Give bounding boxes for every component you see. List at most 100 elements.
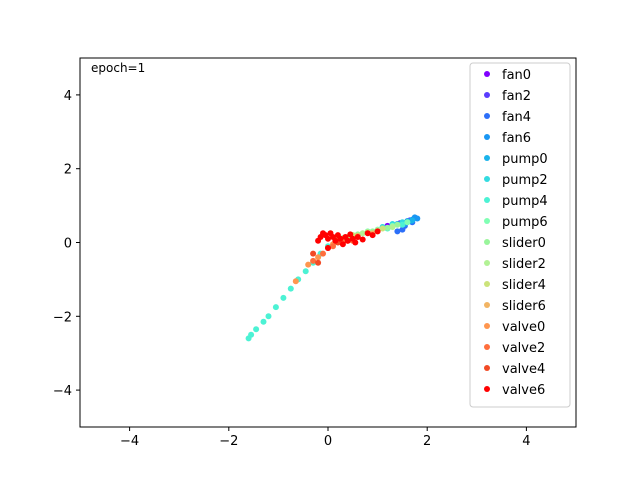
- legend-item-valve0: valve0: [484, 320, 545, 335]
- point-fan4-3: [399, 226, 406, 233]
- point-valve4-0: [310, 250, 317, 257]
- legend-marker: [484, 113, 490, 119]
- legend-item-valve4: valve4: [484, 362, 545, 377]
- y-tick-label: 4: [64, 89, 72, 104]
- legend-marker: [484, 197, 490, 203]
- point-valve6-5: [325, 245, 331, 251]
- point-slider2-3: [389, 224, 396, 230]
- legend-label: pump2: [502, 173, 548, 188]
- y-tick-label: 2: [64, 163, 72, 178]
- point-valve0-1: [305, 261, 312, 268]
- legend-item-slider2: slider2: [484, 257, 546, 272]
- point-fan6-3: [414, 215, 421, 222]
- legend-item-valve2: valve2: [484, 341, 545, 356]
- legend-marker: [484, 176, 490, 182]
- legend-item-slider4: slider4: [484, 278, 546, 293]
- legend-item-fan0: fan0: [484, 68, 531, 83]
- legend-marker: [484, 260, 490, 266]
- legend-label: valve6: [502, 383, 545, 398]
- legend-label: slider6: [502, 299, 546, 314]
- point-slider2-1: [359, 230, 366, 237]
- series-valve6: [315, 228, 381, 251]
- legend-label: slider4: [502, 278, 546, 293]
- legend-marker: [484, 71, 490, 77]
- legend-label: pump0: [502, 152, 548, 167]
- point-pump4-4: [265, 313, 272, 320]
- point-pump4-7: [287, 285, 294, 292]
- legend-marker: [484, 386, 490, 392]
- point-valve0-2: [315, 254, 322, 261]
- point-valve4-1: [315, 259, 322, 266]
- legend-marker: [484, 134, 490, 140]
- legend-label: fan6: [502, 131, 531, 146]
- legend-box: [469, 62, 571, 408]
- point-slider4-3: [379, 225, 386, 232]
- legend-marker: [484, 365, 490, 371]
- legend: fan0 fan2 fan4 fan6 pump0 pump2 pump4 pump6 slid…: [469, 62, 571, 408]
- point-valve0-0: [292, 278, 299, 285]
- legend-marker: [484, 239, 490, 245]
- point-pump4-5: [272, 304, 279, 311]
- x-tick-label: 2: [423, 434, 431, 449]
- legend-item-slider0: slider0: [484, 236, 546, 251]
- legend-marker: [484, 218, 490, 224]
- legend-label: slider2: [502, 257, 546, 272]
- legend-item-pump6: pump6: [484, 215, 548, 230]
- point-pump0-2: [409, 217, 416, 224]
- point-valve6-18: [359, 236, 366, 243]
- legend-label: valve0: [502, 320, 545, 335]
- x-tick-label: −4: [120, 434, 139, 449]
- point-pump4-9: [302, 268, 309, 275]
- legend-item-fan2: fan2: [484, 89, 531, 104]
- legend-marker: [484, 302, 490, 308]
- point-slider0-3: [384, 224, 391, 231]
- point-valve6-16: [352, 239, 359, 246]
- legend-marker: [484, 281, 490, 287]
- legend-label: fan0: [502, 68, 531, 83]
- point-pump4-6: [280, 294, 287, 301]
- x-tick-label: 0: [324, 434, 332, 449]
- point-valve6-4: [325, 235, 331, 242]
- point-valve6-19: [364, 230, 371, 237]
- point-valve6-11: [339, 241, 346, 248]
- legend-item-valve6: valve6: [484, 383, 545, 398]
- point-pump4-1: [248, 331, 255, 338]
- legend-item-fan4: fan4: [484, 110, 531, 125]
- y-tick-label: −4: [53, 384, 72, 399]
- point-pump4-3: [260, 318, 267, 325]
- legend-label: fan4: [502, 110, 531, 125]
- point-valve6-21: [374, 228, 381, 235]
- epoch-annotation: epoch=1: [91, 61, 145, 75]
- legend-marker: [484, 155, 490, 161]
- point-slider0-4: [394, 221, 401, 228]
- legend-label: pump4: [502, 194, 548, 209]
- point-valve2-2: [330, 243, 336, 250]
- point-pump4-2: [253, 326, 260, 333]
- legend-label: slider0: [502, 236, 546, 251]
- x-tick-label: −2: [219, 434, 238, 449]
- legend-item-pump0: pump0: [484, 152, 548, 167]
- legend-item-fan6: fan6: [484, 131, 531, 146]
- point-valve6-14: [347, 231, 354, 238]
- point-valve6-17: [354, 234, 361, 240]
- point-valve2-1: [320, 250, 326, 257]
- point-valve6-8: [332, 237, 339, 244]
- legend-label: valve2: [502, 341, 545, 356]
- legend-label: pump6: [502, 215, 548, 230]
- legend-label: valve4: [502, 362, 545, 377]
- legend-item-pump4: pump4: [484, 194, 548, 209]
- axes: −4 −2 0 2 4 −4 −2 0 2 4: [53, 57, 577, 449]
- legend-item-pump2: pump2: [484, 173, 548, 188]
- point-valve6-20: [369, 232, 376, 239]
- y-tick-label: −2: [53, 310, 72, 325]
- legend-marker: [484, 323, 490, 329]
- y-tick-label: 0: [64, 237, 72, 252]
- point-valve6-10: [337, 235, 344, 242]
- legend-marker: [484, 92, 490, 98]
- point-pump6-4: [404, 219, 411, 226]
- plot-area: [245, 214, 421, 342]
- point-valve2-0: [310, 257, 317, 264]
- legend-marker: [484, 344, 490, 350]
